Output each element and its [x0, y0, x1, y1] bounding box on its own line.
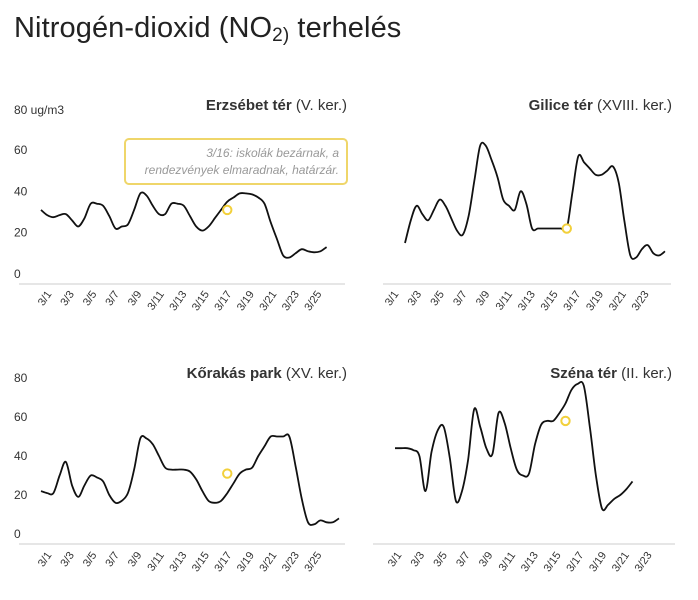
panel-title-district: (XVIII. ker.): [593, 97, 672, 114]
y-tick-label: 80: [14, 371, 28, 385]
y-tick-label: 0: [14, 527, 21, 541]
x-tick-label: 3/7: [103, 289, 122, 308]
x-tick-label: 3/15: [190, 289, 212, 313]
panel-title: Gilice tér (XVIII. ker.): [529, 97, 672, 114]
x-tick-label: 3/5: [81, 550, 100, 569]
x-tick-label: 3/13: [167, 550, 189, 574]
y-tick-label: 0: [14, 267, 21, 281]
lockdown-marker: [560, 415, 571, 427]
series-line: [404, 141, 666, 260]
annotation-line-2: rendezvények elmaradnak, határzár.: [145, 163, 339, 177]
x-tick-label: 3/19: [584, 289, 606, 313]
x-tick-label: 3/17: [212, 289, 234, 313]
x-tick-label: 3/3: [406, 289, 425, 308]
series-line: [40, 433, 340, 526]
y-tick-label: 20: [14, 226, 28, 240]
x-tick-label: 3/13: [516, 289, 538, 313]
x-tick-label: 3/13: [167, 289, 189, 313]
x-tick-label: 3/11: [145, 550, 167, 574]
x-tick-label: 3/17: [564, 550, 586, 574]
series-line: [395, 380, 634, 512]
x-tick-label: 3/11: [497, 550, 519, 574]
panel-title: Kőrakás park (XV. ker.): [187, 365, 347, 382]
title-subscript: 2): [272, 25, 290, 46]
panel-title-bold: Erzsébet tér: [206, 97, 292, 114]
annotation-box: [124, 138, 348, 185]
panel-title-district: (V. ker.): [292, 97, 347, 114]
x-tick-label: 3/25: [302, 289, 324, 313]
y-tick-label: 40: [14, 184, 28, 198]
x-tick-label: 3/11: [145, 289, 167, 313]
x-tick-label: 3/7: [103, 550, 122, 569]
panel-title-district: (II. ker.): [617, 365, 672, 382]
y-tick-label: 40: [14, 449, 28, 463]
x-tick-label: 3/9: [126, 289, 145, 308]
x-tick-label: 3/1: [386, 550, 405, 569]
x-tick-label: 3/15: [542, 550, 564, 574]
x-tick-label: 3/9: [477, 550, 496, 569]
panel-title: Erzsébet tér (V. ker.): [206, 97, 347, 114]
lockdown-marker: [561, 223, 572, 234]
x-tick-label: 3/25: [302, 550, 324, 574]
x-tick-label: 3/7: [451, 289, 470, 308]
panel-title-bold: Kőrakás park: [187, 365, 283, 382]
x-tick-label: 3/19: [235, 289, 257, 313]
x-tick-label: 3/23: [633, 550, 655, 574]
page-title: Nitrogén-dioxid (NO2) terhelés: [14, 12, 402, 46]
x-tick-label: 3/21: [610, 550, 632, 574]
panel-title: Széna tér (II. ker.): [550, 365, 672, 382]
x-tick-label: 3/21: [607, 289, 629, 313]
x-tick-label: 3/1: [36, 289, 55, 308]
x-tick-label: 3/3: [58, 289, 77, 308]
x-tick-label: 3/11: [494, 289, 516, 313]
x-tick-label: 3/17: [212, 550, 234, 574]
annotation-line-1: 3/16: iskolák bezárnak, a: [206, 146, 339, 160]
x-tick-label: 3/7: [454, 550, 473, 569]
x-tick-label: 3/23: [630, 289, 652, 313]
x-tick-label: 3/13: [519, 550, 541, 574]
x-tick-label: 3/9: [474, 289, 493, 308]
x-tick-label: 3/9: [126, 550, 145, 569]
x-tick-label: 3/21: [257, 289, 279, 313]
y-tick-label: 60: [14, 410, 28, 424]
x-tick-label: 3/23: [280, 289, 302, 313]
x-tick-label: 3/1: [36, 550, 55, 569]
x-tick-label: 3/1: [383, 289, 402, 308]
x-tick-label: 3/21: [257, 550, 279, 574]
x-tick-label: 3/5: [81, 289, 100, 308]
x-tick-label: 3/19: [587, 550, 609, 574]
lockdown-marker: [222, 468, 233, 479]
x-tick-label: 3/5: [431, 550, 450, 569]
series-line: [40, 191, 328, 259]
x-tick-label: 3/15: [190, 550, 212, 574]
x-tick-label: 3/15: [539, 289, 561, 313]
y-tick-label: 60: [14, 143, 28, 157]
x-tick-label: 3/5: [428, 289, 447, 308]
panel-title-district: (XV. ker.): [282, 365, 347, 382]
x-tick-label: 3/19: [235, 550, 257, 574]
x-tick-label: 3/3: [58, 550, 77, 569]
x-tick-label: 3/3: [409, 550, 428, 569]
unit-label: 80 ug/m3: [14, 103, 64, 117]
y-tick-label: 20: [14, 488, 28, 502]
lockdown-marker: [222, 204, 233, 216]
x-tick-label: 3/23: [280, 550, 302, 574]
panel-title-bold: Gilice tér: [529, 97, 593, 114]
x-tick-label: 3/17: [561, 289, 583, 313]
panel-title-bold: Széna tér: [550, 365, 617, 382]
